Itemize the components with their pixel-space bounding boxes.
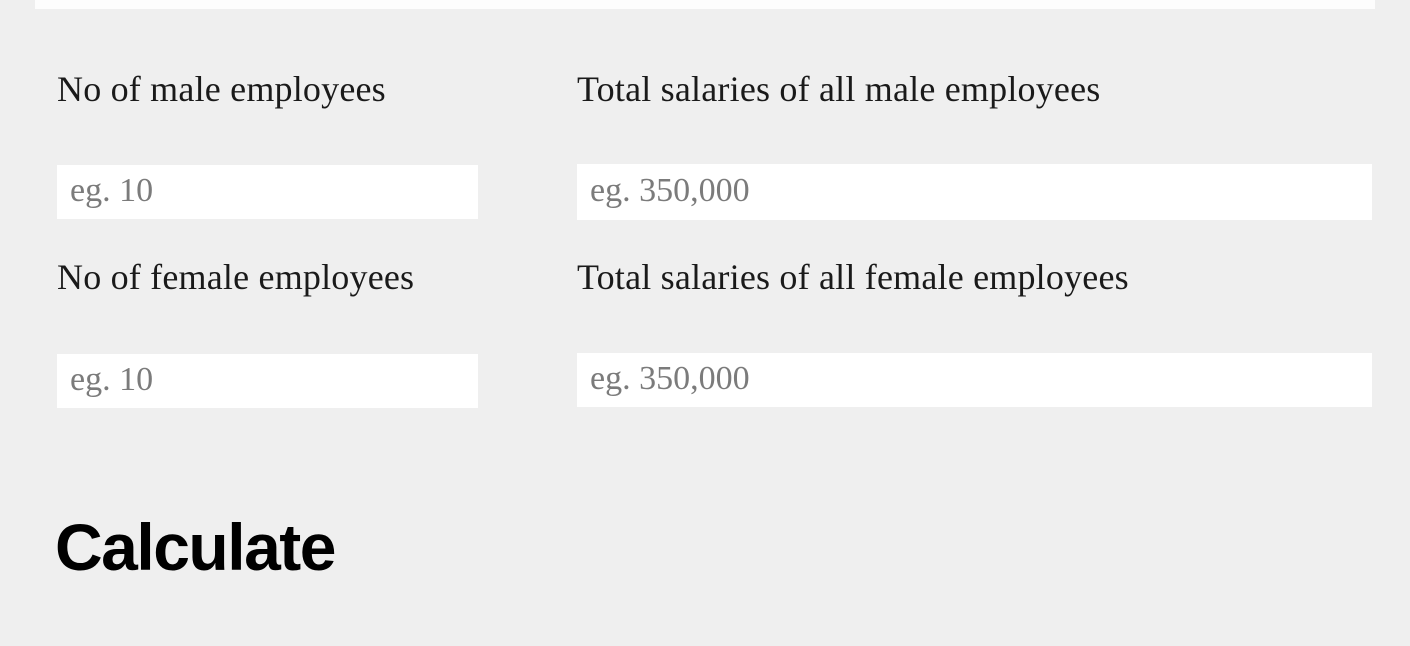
male-employees-count-label: No of male employees: [57, 69, 386, 109]
male-employees-count-input[interactable]: [57, 165, 478, 219]
female-employees-count-input[interactable]: [57, 354, 478, 408]
male-salaries-total-label: Total salaries of all male employees: [577, 69, 1101, 109]
female-salaries-total-label: Total salaries of all female employees: [577, 257, 1129, 297]
scrolled-element-edge: [35, 0, 1375, 9]
female-salaries-total-input[interactable]: [577, 353, 1372, 407]
calculate-button[interactable]: Calculate: [55, 510, 336, 584]
male-salaries-total-input[interactable]: [577, 164, 1372, 220]
female-employees-count-label: No of female employees: [57, 257, 415, 297]
